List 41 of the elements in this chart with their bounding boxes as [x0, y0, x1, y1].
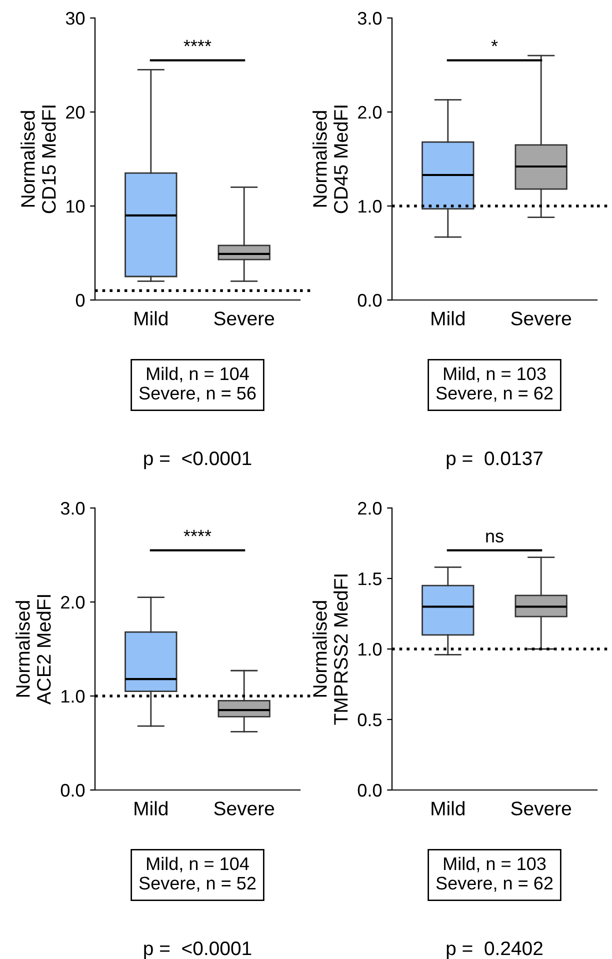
- y-tick-label: 20: [66, 106, 85, 119]
- y-tick-label: 2.0: [358, 106, 382, 119]
- annotation: ns: [486, 532, 504, 542]
- y-axis-title: Normalised TMPRSS2 MedFI: [312, 574, 348, 725]
- x-tick-label: Mild: [134, 801, 168, 816]
- text: Mild, n = 104 Severe, n = 52: [139, 856, 256, 892]
- y-tick-label: 1.0: [62, 690, 85, 703]
- x-tick-label: Mild: [134, 311, 168, 326]
- y-tick-label: 0.5: [358, 713, 382, 726]
- y-axis-title: Normalised ACE2 MedFI: [16, 595, 51, 705]
- x-tick-label: Mild: [432, 311, 464, 326]
- y-tick-label: 1.0: [358, 642, 382, 656]
- annotation: ****: [184, 40, 212, 46]
- y-tick-label: 3.0: [60, 502, 85, 515]
- text: p = 0.0137: [446, 451, 542, 470]
- y-tick-label: 2.0: [358, 502, 382, 515]
- y-tick-label: 10: [66, 200, 85, 213]
- y-axis-title: Normalised CD45 MedFI: [312, 106, 348, 214]
- text: Mild, n = 103 Severe, n = 62: [436, 856, 553, 892]
- annotation: ****: [184, 530, 212, 536]
- text: Mild, n = 104 Severe, n = 56: [139, 366, 256, 402]
- y-tick-label: 0.0: [60, 784, 85, 797]
- text: p = <0.0001: [144, 451, 252, 470]
- text: p = <0.0001: [144, 941, 252, 959]
- y-tick-label: 1.5: [358, 572, 382, 586]
- y-tick-label: 2.0: [61, 596, 85, 609]
- x-tick-label: Severe: [511, 312, 572, 326]
- x-tick-label: Severe: [214, 312, 274, 326]
- y-tick-label: 0.0: [358, 294, 382, 307]
- y-tick-label: 30: [66, 12, 85, 25]
- annotation: *: [491, 40, 498, 46]
- y-tick-label: 1.0: [358, 200, 382, 213]
- y-tick-label: 3.0: [358, 12, 382, 25]
- text: Mild, n = 103 Severe, n = 62: [436, 366, 553, 402]
- x-tick-label: Mild: [432, 801, 464, 816]
- text: p = 0.2402: [446, 941, 542, 959]
- y-tick-label: 0: [76, 294, 85, 307]
- x-tick-label: Severe: [214, 802, 274, 816]
- y-axis-title: Normalised CD15 MedFI: [20, 106, 56, 214]
- y-tick-label: 0.0: [358, 784, 382, 797]
- x-tick-label: Severe: [511, 802, 572, 816]
